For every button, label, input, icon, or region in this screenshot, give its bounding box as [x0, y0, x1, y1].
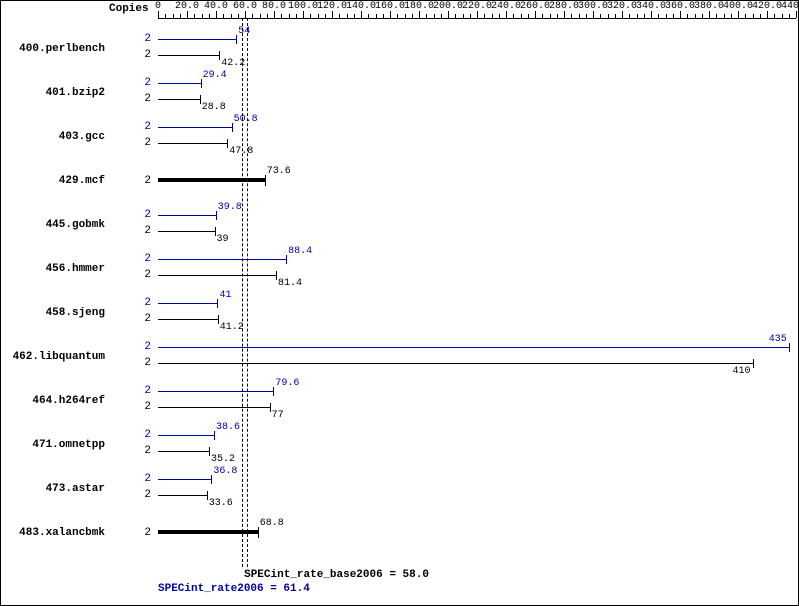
copies-value-base: 2 [136, 269, 151, 281]
bar-value-label: 39 [217, 234, 229, 245]
copies-value-peak: 2 [136, 341, 151, 353]
benchmark-name: 464.h264ref [5, 395, 105, 407]
bar-value-label: 39.8 [218, 202, 242, 213]
bar-value-label: 410 [732, 366, 750, 377]
ref-line-base [242, 18, 243, 567]
bar-value-label: 41.2 [220, 322, 244, 333]
bar-value-label: 50.8 [234, 114, 258, 125]
bar-value-label: 36.8 [213, 466, 237, 477]
bar-value-label: 68.8 [260, 518, 284, 529]
copies-value-base: 2 [136, 445, 151, 457]
bar-value-label: 29.4 [203, 70, 227, 81]
bar-value-label: 81.4 [278, 278, 302, 289]
copies-value-base: 2 [136, 357, 151, 369]
copies-value-peak: 2 [136, 33, 151, 45]
benchmark-name: 400.perlbench [5, 43, 105, 55]
copies-value-peak: 2 [136, 429, 151, 441]
bar-value-label: 73.6 [267, 166, 291, 177]
bar-value-label: 33.6 [209, 498, 233, 509]
bar-value-label: 77 [272, 410, 284, 421]
benchmark-name: 401.bzip2 [5, 87, 105, 99]
copies-value-base: 2 [136, 49, 151, 61]
bar-value-label: 79.6 [275, 378, 299, 389]
benchmark-name: 473.astar [5, 483, 105, 495]
benchmark-name: 429.mcf [5, 175, 105, 187]
benchmark-name: 462.libquantum [5, 351, 105, 363]
copies-value: 2 [136, 527, 151, 539]
footer-base-label: SPECint_rate_base2006 = 58.0 [244, 569, 429, 581]
ref-line-peak [247, 18, 248, 567]
bar-value-label: 435 [769, 334, 787, 345]
bar-value-label: 38.6 [216, 422, 240, 433]
bar-value-label: 28.8 [202, 102, 226, 113]
benchmark-name: 403.gcc [5, 131, 105, 143]
spec-chart: Copies 020.040.060.080.0100.0120.0140.01… [0, 0, 799, 606]
copies-value-base: 2 [136, 225, 151, 237]
bar-value-label: 35.2 [211, 454, 235, 465]
footer-peak-label: SPECint_rate2006 = 61.4 [158, 583, 310, 595]
copies-value-peak: 2 [136, 385, 151, 397]
copies-value: 2 [136, 175, 151, 187]
copies-value-peak: 2 [136, 473, 151, 485]
copies-value-peak: 2 [136, 121, 151, 133]
benchmark-name: 483.xalancbmk [5, 527, 105, 539]
bar-value-label: 54 [238, 26, 250, 37]
benchmark-name: 458.sjeng [5, 307, 105, 319]
copies-value-peak: 2 [136, 77, 151, 89]
benchmark-name: 456.hmmer [5, 263, 105, 275]
benchmark-name: 445.gobmk [5, 219, 105, 231]
copies-value-base: 2 [136, 489, 151, 501]
bar-value-label: 88.4 [288, 246, 312, 257]
copies-header: Copies [109, 3, 149, 15]
copies-value-base: 2 [136, 313, 151, 325]
copies-value-base: 2 [136, 93, 151, 105]
copies-value-peak: 2 [136, 209, 151, 221]
bar-value-label: 41 [219, 290, 231, 301]
copies-value-base: 2 [136, 401, 151, 413]
copies-value-peak: 2 [136, 297, 151, 309]
copies-value-base: 2 [136, 137, 151, 149]
copies-value-peak: 2 [136, 253, 151, 265]
benchmark-name: 471.omnetpp [5, 439, 105, 451]
